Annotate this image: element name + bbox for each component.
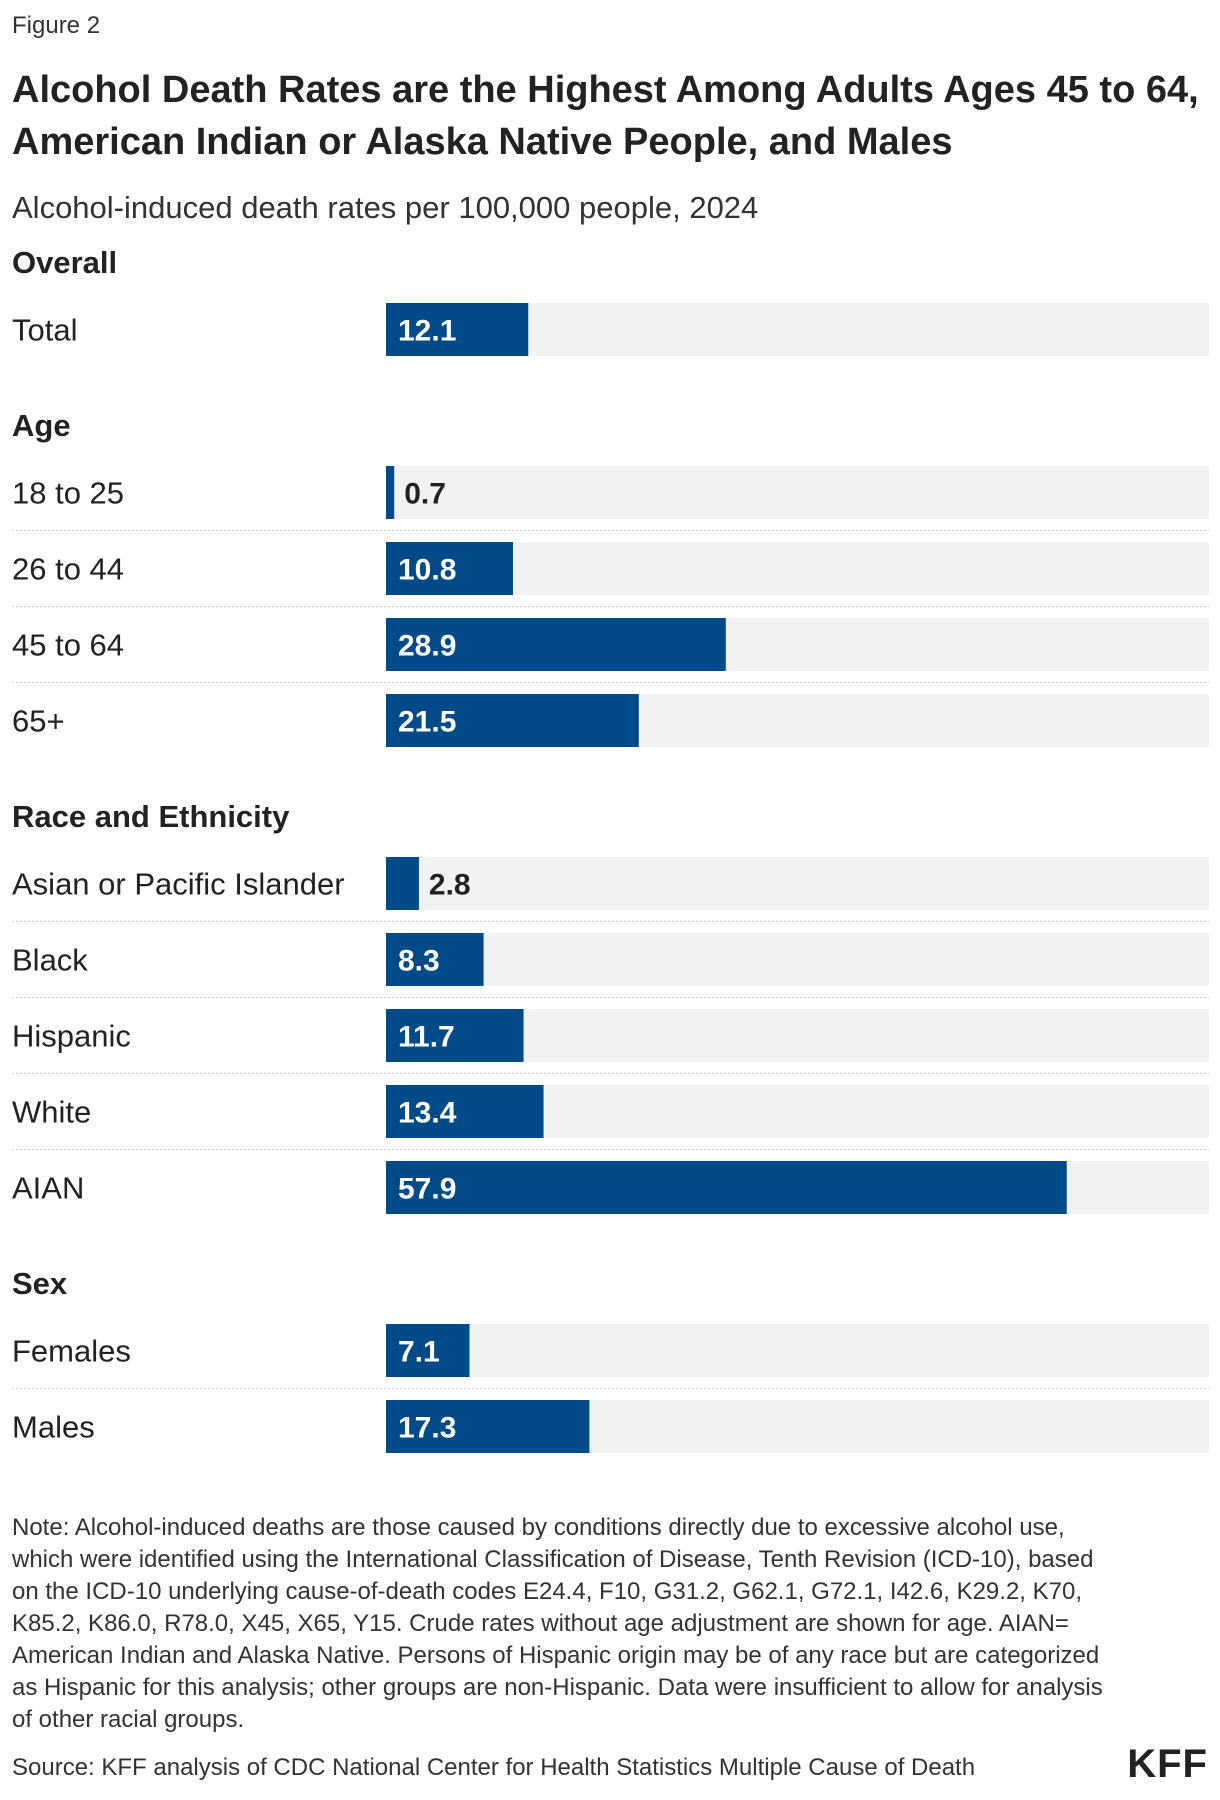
data-label: 12.1: [398, 315, 456, 348]
bar: [386, 857, 419, 910]
category-label: Hispanic: [12, 1019, 131, 1054]
category-label: Total: [12, 313, 77, 348]
bar: [386, 1400, 590, 1453]
bar: [386, 933, 484, 986]
bar-track: [386, 933, 1209, 986]
data-label: 13.4: [398, 1097, 457, 1130]
category-label: Males: [12, 1410, 95, 1445]
category-label: Asian or Pacific Islander: [12, 867, 345, 902]
bar-track: [386, 466, 1209, 519]
category-label: 65+: [12, 704, 65, 739]
bar-track: [386, 857, 1209, 910]
group-heading: Sex: [12, 1266, 68, 1301]
data-label: 21.5: [398, 706, 456, 739]
chart-subtitle: Alcohol-induced death rates per 100,000 …: [12, 190, 759, 225]
category-label: AIAN: [12, 1171, 84, 1206]
data-label: 28.9: [398, 630, 456, 663]
bar: [386, 1009, 524, 1062]
bar: [386, 694, 639, 747]
category-label: White: [12, 1095, 91, 1130]
bar: [386, 542, 513, 595]
kff-logo: KFF: [1127, 1742, 1208, 1786]
bar: [386, 1324, 470, 1377]
data-label: 57.9: [398, 1173, 456, 1206]
data-label: 8.3: [398, 945, 440, 978]
group-heading: Overall: [12, 245, 117, 280]
category-label: 18 to 25: [12, 476, 124, 511]
chart-note: Note: Alcohol-induced deaths are those c…: [12, 1514, 1103, 1733]
data-label: 0.7: [404, 478, 446, 511]
data-label: 7.1: [398, 1336, 440, 1369]
bar-chart: Overall Total 12.1 Age 18 to 25 0.7 26 to 44 10…: [12, 245, 1209, 1453]
data-label: 17.3: [398, 1412, 456, 1445]
bar: [386, 618, 726, 671]
bar-track: [386, 1324, 1209, 1377]
group-heading: Age: [12, 408, 71, 443]
category-label: 26 to 44: [12, 552, 124, 587]
bar: [386, 1161, 1067, 1214]
data-label: 11.7: [398, 1021, 455, 1054]
category-label: 45 to 64: [12, 628, 124, 663]
bar: [386, 1085, 544, 1138]
group-heading: Race and Ethnicity: [12, 799, 290, 834]
data-label: 2.8: [429, 869, 471, 902]
category-label: Females: [12, 1334, 131, 1369]
chart-source: Source: KFF analysis of CDC National Cen…: [12, 1754, 976, 1781]
category-label: Black: [12, 943, 88, 978]
figure-label: Figure 2: [12, 12, 101, 39]
bar-track: [386, 542, 1209, 595]
bar: [386, 303, 529, 356]
bar: [386, 466, 395, 519]
data-label: 10.8: [398, 554, 456, 587]
chart-title: Alcohol Death Rates are the Highest Amon…: [12, 69, 1199, 163]
